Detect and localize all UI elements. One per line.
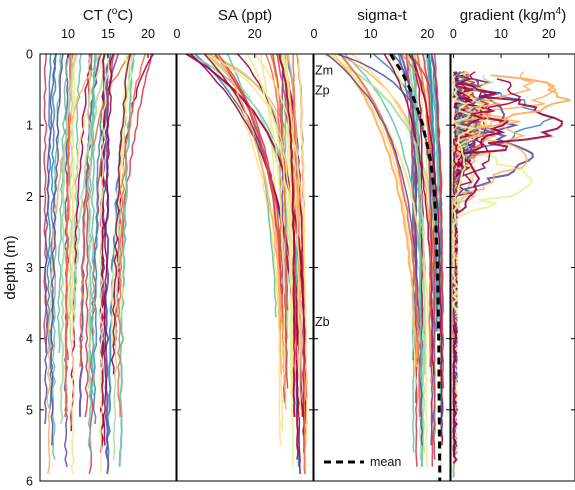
profile-lines <box>451 70 571 478</box>
profile-line <box>217 54 289 389</box>
legend-mean-label: mean <box>370 455 401 469</box>
profile-line <box>92 54 112 425</box>
profile-line <box>452 74 476 314</box>
x-tick-label: 15 <box>101 27 115 41</box>
title-part: C) <box>117 7 133 24</box>
profile-line <box>206 54 294 396</box>
profile-lines <box>43 54 155 475</box>
profile-line <box>282 54 302 417</box>
profile-line <box>43 54 48 353</box>
profile-line <box>73 54 83 311</box>
profile-line <box>102 54 114 446</box>
profile-line <box>410 54 444 446</box>
profile-line <box>421 54 436 460</box>
x-tick-label: 0 <box>450 27 457 41</box>
panel-gradient: 0 10 20 gradient (kg/m4) <box>450 6 575 482</box>
x-tick-label: 10 <box>364 27 378 41</box>
y-tick-label: 5 <box>26 403 33 417</box>
annotation-zm: Zm <box>315 64 333 78</box>
profile-line <box>117 54 147 417</box>
x-tick-label: 20 <box>542 27 556 41</box>
profile-line <box>329 54 417 389</box>
profile-line <box>110 54 132 375</box>
profile-line <box>87 54 92 389</box>
y-tick-label: 6 <box>26 475 33 489</box>
profile-lines <box>324 54 445 474</box>
profile-line <box>56 54 69 353</box>
profile-line <box>72 54 112 318</box>
profile-line <box>59 54 78 425</box>
x-tick-label: 0 <box>311 27 318 41</box>
mean-line <box>389 53 442 482</box>
panel-sa: 0 20 SA (ppt) <box>174 7 314 482</box>
profile-line <box>452 71 564 464</box>
title-part: CT ( <box>83 7 112 24</box>
y-tick-label: 0 <box>26 48 33 62</box>
profile-line <box>185 54 308 425</box>
profile-line <box>339 54 421 417</box>
profile-line <box>63 54 72 418</box>
y-tick-label: 3 <box>26 261 33 275</box>
x-tick-label: 10 <box>494 27 508 41</box>
y-tick-label: 2 <box>26 190 33 204</box>
profile-line <box>433 54 445 389</box>
y-tick-label: 4 <box>26 332 33 346</box>
title-superscript: o <box>112 6 118 17</box>
profile-line <box>278 54 296 417</box>
annotation-zp: Zp <box>315 84 330 98</box>
profile-line <box>269 54 287 346</box>
profile-line <box>118 54 135 467</box>
x-tick-label: 20 <box>420 27 434 41</box>
panel-title: SA (ppt) <box>218 7 272 24</box>
title-superscript: 4 <box>556 6 562 17</box>
y-tick-label: 1 <box>26 119 33 133</box>
x-tick-label: 0 <box>174 27 181 41</box>
panel-title: gradient (kg/m4) <box>460 6 566 24</box>
profile-line <box>119 54 128 318</box>
x-tick-label: 10 <box>61 27 75 41</box>
profile-line <box>98 54 111 474</box>
profile-line <box>44 54 57 425</box>
panel-sigma: Zm Zp Zb 0 10 20 sigma-t <box>311 7 451 482</box>
profile-line <box>332 54 418 368</box>
panel-ct: 10 15 20 CT (oC) <box>39 6 177 482</box>
profile-line <box>68 54 74 346</box>
annotation-zb: Zb <box>315 315 330 329</box>
panel-title: CT (oC) <box>83 6 133 24</box>
y-axis-label: depth (m) <box>2 235 19 299</box>
x-tick-label: 20 <box>141 27 155 41</box>
title-part: ) <box>561 7 566 24</box>
profile-line <box>203 54 301 474</box>
profile-line <box>90 54 96 396</box>
profile-line <box>336 54 434 446</box>
x-tick-label: 20 <box>248 27 262 41</box>
profile-line <box>383 54 435 375</box>
profile-lines <box>185 54 308 474</box>
profile-line <box>411 54 423 382</box>
profile-line <box>70 54 76 475</box>
profile-line <box>49 54 64 446</box>
panel-title: sigma-t <box>357 7 407 24</box>
profile-line <box>326 54 423 446</box>
title-part: gradient (kg/m <box>460 7 556 24</box>
profile-line <box>79 54 131 368</box>
